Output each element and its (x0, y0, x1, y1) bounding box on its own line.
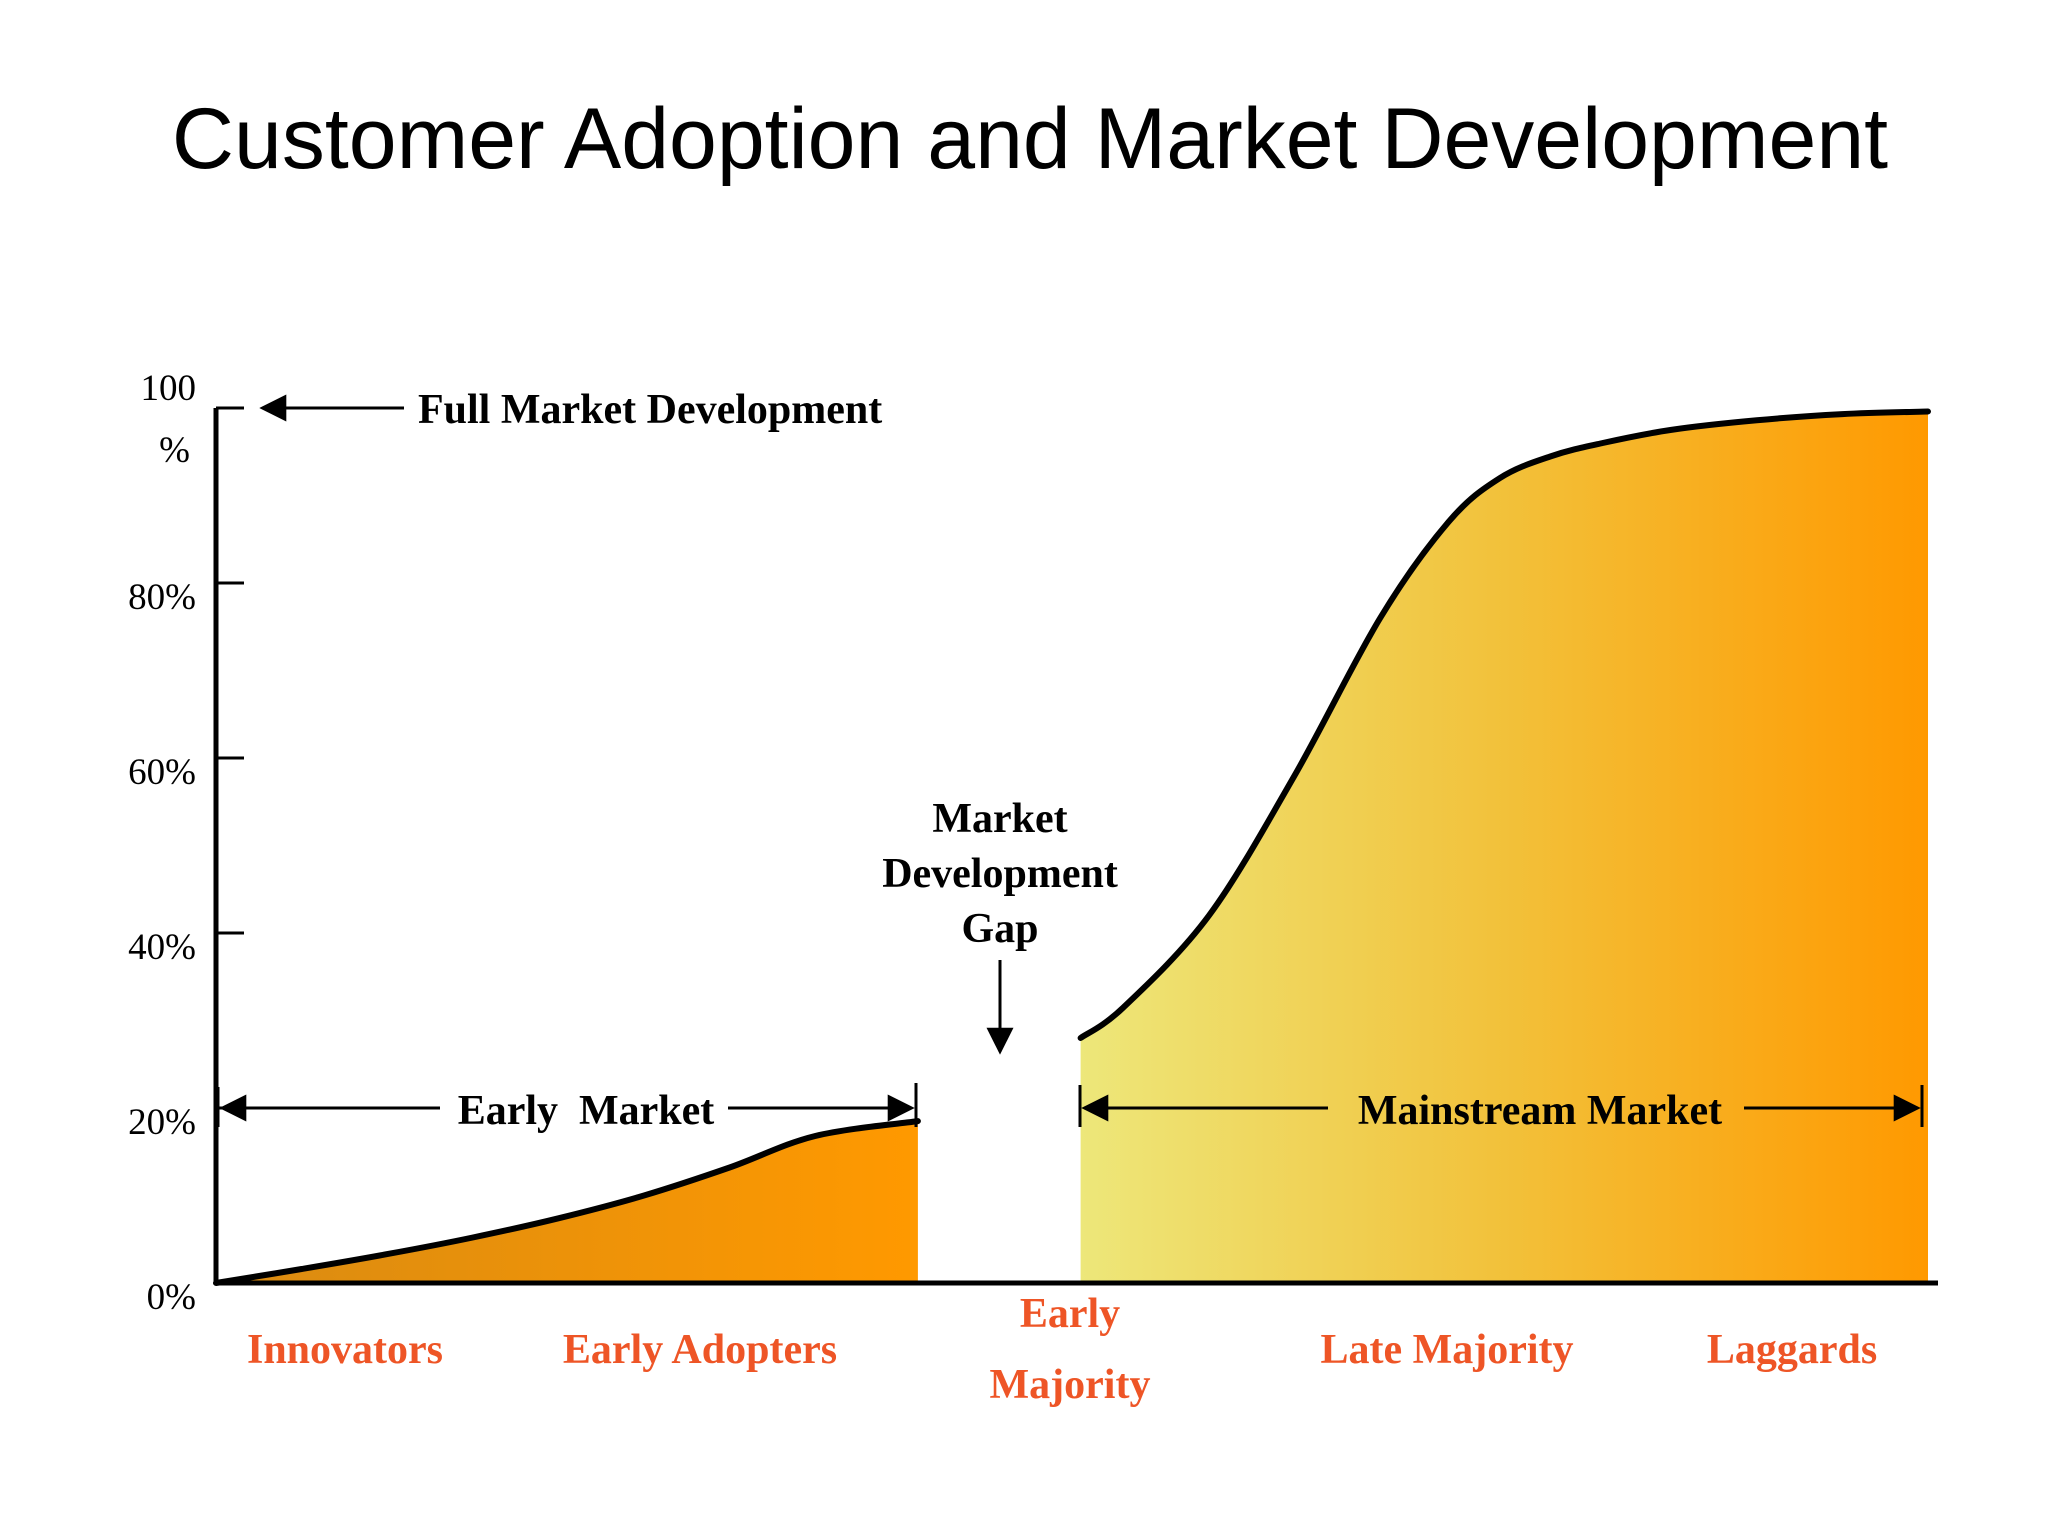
category-label: Late Majority (1320, 1327, 1573, 1373)
y-tick-label: 40% (128, 927, 196, 968)
category-label: Early Majority (990, 1291, 1151, 1408)
category-labels: Innovators Early Adopters Early Majority Lat… (247, 1291, 1877, 1408)
early-market-area (216, 1121, 918, 1283)
y-tick-label: 100% (141, 368, 197, 471)
category-label: Innovators (247, 1327, 443, 1373)
early-market-label: Early Market (458, 1088, 715, 1134)
category-label: Early Adopters (563, 1327, 837, 1373)
mainstream-market-area (1080, 411, 1928, 1283)
gap-label-line1: Market (932, 796, 1067, 842)
full-market-label: Full Market Development (418, 387, 882, 433)
y-tick-label: 0% (147, 1277, 196, 1318)
gap-label-line3: Gap (961, 906, 1038, 952)
early-market-curve (213, 1118, 921, 1286)
chart-title: Customer Adoption and Market Development (172, 91, 1888, 187)
mainstream-market-curve (1077, 408, 1931, 1041)
mainstream-market-label: Mainstream Market (1358, 1088, 1722, 1134)
y-tick-label: 80% (128, 577, 196, 618)
gap-label-line2: Development (882, 851, 1118, 897)
y-tick-label: 60% (128, 752, 196, 793)
y-ticks: 100 % 80% 60% 40% 20% 0% (128, 368, 244, 1318)
category-label: Laggards (1707, 1327, 1877, 1373)
y-tick-label: 20% (128, 1102, 196, 1143)
